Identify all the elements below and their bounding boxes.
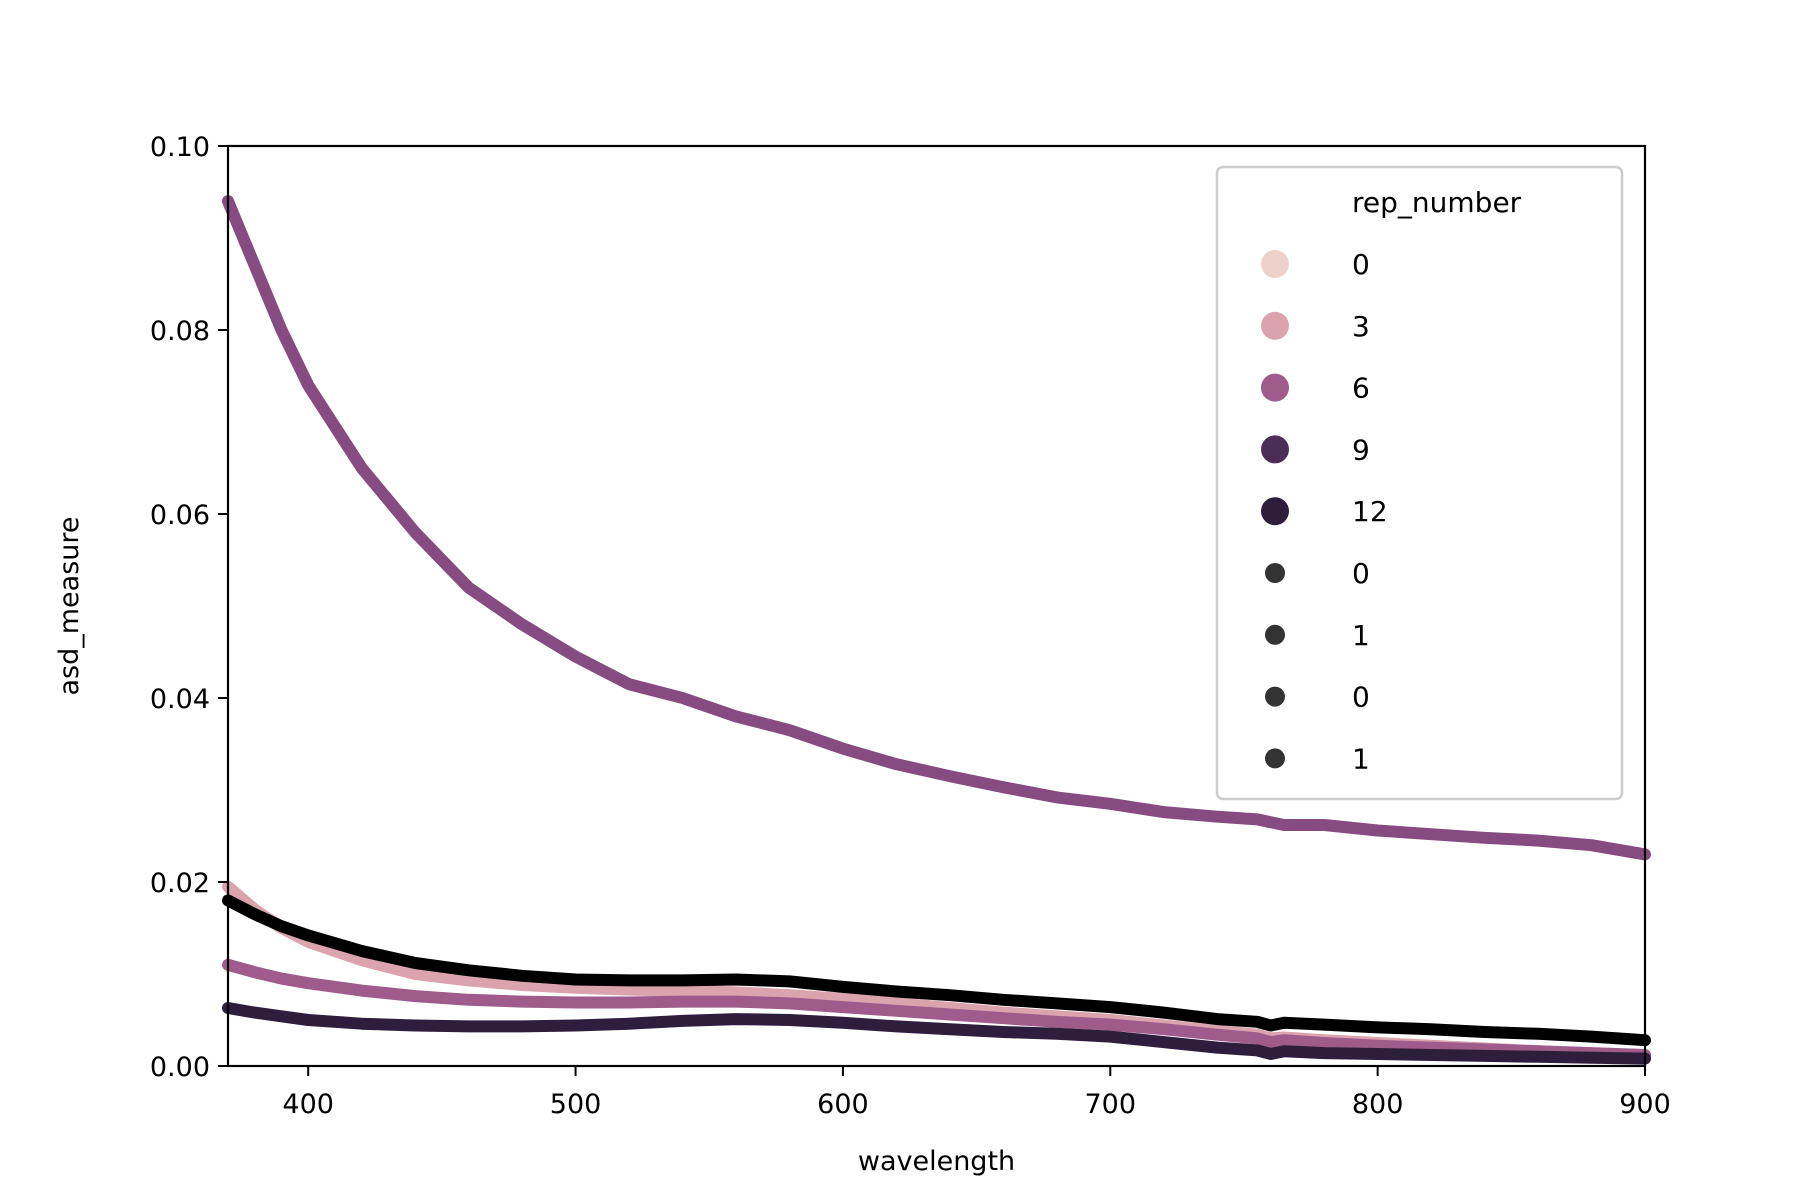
legend-size-label-3: 1 [1352,742,1370,775]
legend-size-marker-0 [1265,563,1285,583]
y-tick-label-0: 0.00 [150,1052,210,1083]
legend-hue-label-1: 3 [1352,310,1370,343]
x-tick-label-1: 500 [550,1089,602,1120]
legend-hue-label-3: 9 [1352,433,1370,466]
plot-frame [226,144,1647,1068]
x-tick-label-5: 900 [1619,1089,1671,1120]
series-line-4 [222,894,1651,1047]
legend: rep_number 0 3 6 9 12 0 1 0 1 [1215,165,1624,801]
legend-hue-label-0: 0 [1352,248,1370,281]
legend-title: rep_number [1352,186,1522,219]
legend-size-marker-3 [1265,748,1285,769]
x-tick-label-2: 600 [817,1089,869,1120]
legend-size-label-1: 1 [1352,619,1370,652]
legend-hue-label-4: 12 [1352,495,1388,528]
legend-hue-marker-4 [1261,497,1289,526]
legend-size-label-0: 0 [1352,557,1370,590]
legend-hue-marker-0 [1261,250,1289,278]
series-line-0 [222,195,1651,861]
series-layer [222,195,1651,1065]
y-tick-label-5: 0.10 [150,132,210,163]
x-tick-label-0: 400 [282,1089,334,1120]
y-tick-label-2: 0.04 [150,684,210,715]
legend-items: 0 3 6 9 12 0 1 0 1 [1261,248,1388,775]
legend-hue-marker-2 [1261,373,1289,402]
legend-size-label-2: 0 [1352,681,1370,714]
x-axis-label: wavelength [858,1146,1015,1177]
y-tick-label-3: 0.06 [150,500,210,531]
y-tick-label-4: 0.08 [150,316,210,347]
legend-hue-label-2: 6 [1352,372,1370,405]
y-axis-label: asd_measure [54,516,85,695]
series-line-3 [222,1002,1651,1065]
legend-box [1215,165,1624,801]
legend-hue-marker-1 [1261,311,1289,340]
y-tick-label-1: 0.02 [150,868,210,899]
legend-hue-marker-3 [1261,435,1289,464]
x-tick-label-3: 700 [1085,1089,1137,1120]
legend-size-marker-1 [1265,624,1285,645]
axes-layer: 400 500 600 700 800 9000.000.020.040.060.080.… [150,132,1671,1120]
x-tick-label-4: 800 [1352,1089,1404,1120]
legend-size-marker-2 [1265,686,1285,707]
series-line-2 [222,958,1651,1061]
